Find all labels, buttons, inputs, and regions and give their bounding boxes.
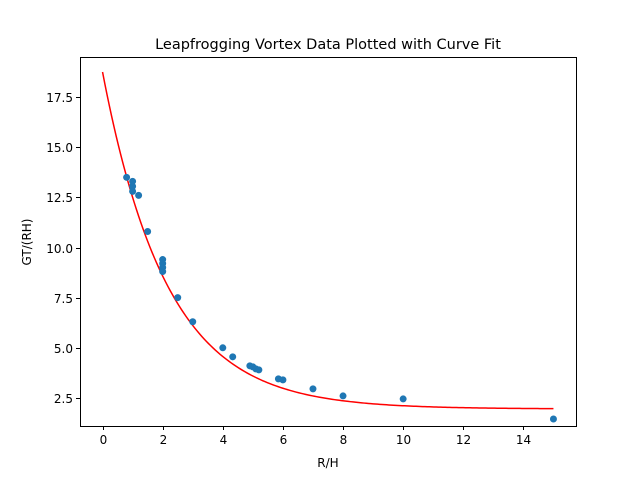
y-tick-label: 2.5 (54, 392, 73, 406)
data-point (129, 182, 137, 190)
y-tick-label: 12.5 (46, 191, 73, 205)
data-point (174, 294, 182, 302)
data-point (399, 395, 407, 403)
data-point (189, 318, 197, 326)
curve-fit-line (101, 71, 554, 410)
y-tick-label: 15.0 (46, 141, 73, 155)
data-point (123, 173, 131, 181)
x-tick-label: 10 (396, 433, 411, 447)
y-tick-label: 7.5 (54, 292, 73, 306)
x-tick-label: 2 (160, 433, 168, 447)
plot-area (101, 71, 557, 423)
y-tick-label: 10.0 (46, 242, 73, 256)
y-axis-label: GT/(RH) (20, 219, 34, 266)
data-point (229, 353, 237, 361)
y-tick-label: 5.0 (54, 342, 73, 356)
data-point (144, 227, 152, 235)
data-point (129, 187, 137, 195)
x-tick-label: 14 (516, 433, 531, 447)
x-axis-label: R/H (317, 456, 338, 470)
chart-title: Leapfrogging Vortex Data Plotted with Cu… (155, 37, 501, 53)
data-point (219, 344, 227, 352)
axes-frame (80, 57, 577, 427)
data-point (255, 366, 263, 374)
data-point (309, 385, 317, 393)
data-point (549, 415, 557, 423)
x-tick-label: 12 (456, 433, 471, 447)
x-tick-label: 4 (220, 433, 228, 447)
data-point (339, 392, 347, 400)
data-point (135, 191, 143, 199)
data-point (279, 376, 287, 384)
y-tick-label: 17.5 (46, 91, 73, 105)
x-tick-label: 6 (280, 433, 288, 447)
data-point (159, 268, 167, 276)
x-tick-label: 8 (340, 433, 348, 447)
data-point (129, 177, 137, 185)
axis-ticks: 0 2 4 6 8 10 12 14 2.5 5.0 7.5 10.0 12.5 15.0 17.5 (46, 91, 531, 447)
x-tick-label: 0 (100, 433, 108, 447)
